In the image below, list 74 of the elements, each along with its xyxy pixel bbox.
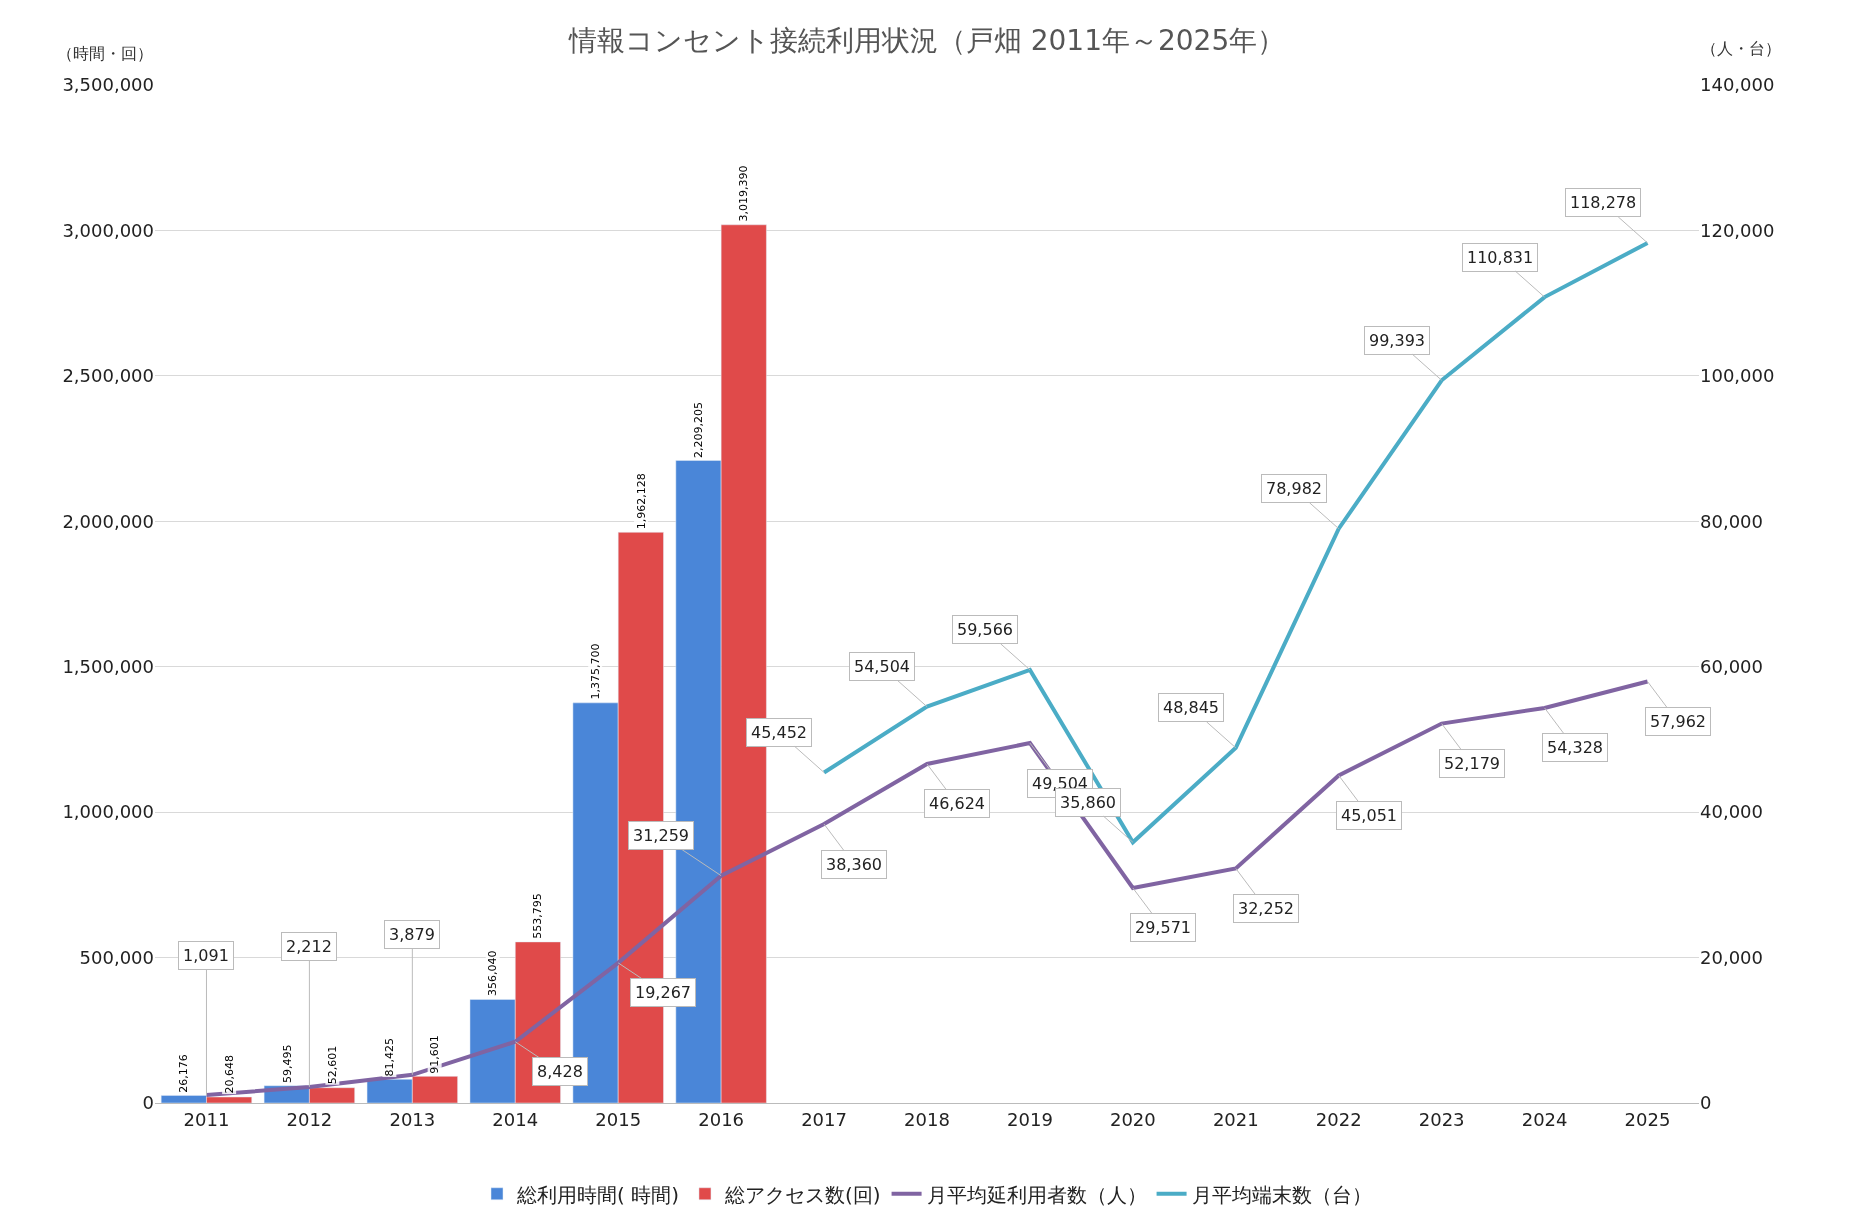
data-label: 2,209,205 bbox=[692, 401, 706, 458]
data-label: 3,019,390 bbox=[736, 165, 750, 222]
data-label: 59,495 bbox=[280, 1044, 294, 1083]
x-tick-label: 2021 bbox=[1212, 1108, 1259, 1130]
data-label: 356,040 bbox=[486, 950, 500, 997]
data-label: 46,624 bbox=[929, 794, 985, 813]
x-tick-label: 2019 bbox=[1007, 1108, 1053, 1130]
y2-axis-title: （人・台） bbox=[1701, 39, 1781, 58]
data-label: 59,566 bbox=[957, 620, 1013, 639]
y-tick-label: 2,500,000 bbox=[62, 365, 154, 387]
data-label: 45,051 bbox=[1341, 806, 1397, 825]
data-label: 26,176 bbox=[176, 1054, 190, 1093]
data-label: 20,648 bbox=[222, 1055, 236, 1094]
x-tick-label: 2020 bbox=[1109, 1108, 1156, 1130]
y2-tick-label: 0 bbox=[1700, 1092, 1712, 1114]
x-tick-label: 2013 bbox=[389, 1108, 436, 1130]
x-tick-label: 2024 bbox=[1521, 1108, 1568, 1130]
data-label: 3,879 bbox=[389, 925, 435, 944]
y2-tick-label: 100,000 bbox=[1700, 365, 1775, 387]
data-label: 32,252 bbox=[1238, 899, 1294, 918]
y2-tick-label: 40,000 bbox=[1700, 801, 1763, 823]
data-label: 78,982 bbox=[1266, 479, 1322, 498]
data-label: 57,962 bbox=[1650, 712, 1706, 731]
x-tick-label: 2016 bbox=[698, 1108, 745, 1130]
y2-tick-label: 20,000 bbox=[1700, 946, 1763, 968]
y-tick-label: 0 bbox=[142, 1092, 154, 1114]
legend-label: 総アクセス数(回) bbox=[723, 1182, 881, 1207]
data-label: 52,179 bbox=[1444, 754, 1500, 773]
data-label: 99,393 bbox=[1369, 331, 1425, 350]
chart-title: 情報コンセント接続利用状況（戸畑 2011年～2025年） bbox=[567, 24, 1286, 58]
line-series bbox=[822, 240, 1650, 845]
y2-tick-label: 120,000 bbox=[1700, 219, 1775, 241]
legend-label: 月平均延利用者数（人） bbox=[926, 1182, 1147, 1207]
data-label: 1,962,128 bbox=[634, 473, 648, 530]
data-label: 54,504 bbox=[854, 657, 910, 676]
data-label: 8,428 bbox=[537, 1062, 583, 1081]
data-label: 54,328 bbox=[1547, 738, 1603, 757]
data-label: 48,845 bbox=[1163, 698, 1219, 717]
y-tick-label: 3,000,000 bbox=[62, 219, 154, 241]
y2-tick-label: 140,000 bbox=[1700, 74, 1775, 96]
y2-tick-label: 80,000 bbox=[1700, 510, 1763, 532]
legend-label: 月平均端末数（台） bbox=[1191, 1182, 1372, 1207]
y-axis-title: （時間・回） bbox=[57, 44, 153, 63]
data-label: 31,259 bbox=[633, 826, 689, 845]
data-label: 1,375,700 bbox=[588, 643, 602, 700]
y-tick-label: 1,000,000 bbox=[62, 801, 154, 823]
x-tick-label: 2018 bbox=[904, 1108, 950, 1130]
data-label: 52,601 bbox=[325, 1045, 339, 1085]
x-tick-label: 2015 bbox=[595, 1108, 642, 1130]
data-label: 29,571 bbox=[1135, 918, 1191, 937]
data-label: 81,425 bbox=[382, 1038, 396, 1077]
x-tick-label: 2022 bbox=[1315, 1108, 1362, 1130]
data-label: 45,452 bbox=[751, 723, 807, 742]
y-tick-label: 500,000 bbox=[79, 946, 154, 968]
data-label: 19,267 bbox=[635, 983, 691, 1002]
y-tick-label: 2,000,000 bbox=[62, 510, 154, 532]
x-tick-label: 2014 bbox=[492, 1108, 539, 1130]
x-tick-label: 2012 bbox=[286, 1108, 333, 1130]
data-label: 553,795 bbox=[530, 893, 544, 939]
x-tick-label: 2011 bbox=[183, 1108, 230, 1130]
data-label: 2,212 bbox=[286, 937, 332, 956]
x-tick-label: 2025 bbox=[1624, 1108, 1671, 1130]
y-tick-label: 1,500,000 bbox=[62, 656, 154, 678]
x-tick-label: 2017 bbox=[801, 1108, 847, 1130]
y2-tick-label: 60,000 bbox=[1700, 656, 1763, 678]
data-label: 118,278 bbox=[1570, 193, 1637, 212]
data-label: 91,601 bbox=[428, 1035, 442, 1074]
x-tick-label: 2023 bbox=[1418, 1108, 1465, 1130]
data-label: 110,831 bbox=[1467, 248, 1534, 267]
legend-label: 総利用時間( 時間) bbox=[516, 1182, 679, 1207]
data-label: 38,360 bbox=[826, 855, 882, 874]
data-label: 35,860 bbox=[1060, 793, 1116, 812]
y-tick-label: 3,500,000 bbox=[62, 74, 154, 96]
data-label: 1,091 bbox=[183, 946, 229, 965]
